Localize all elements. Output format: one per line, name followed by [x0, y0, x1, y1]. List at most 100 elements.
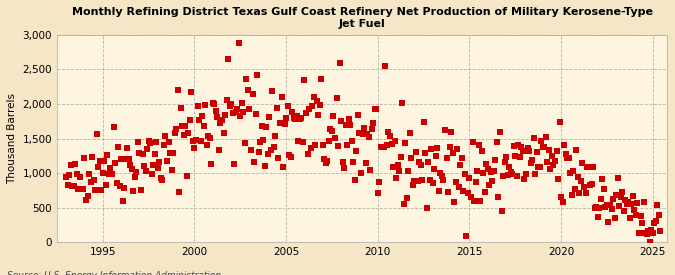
Point: [374, 180, 385, 184]
Point: [433, 189, 444, 193]
Point: [137, 152, 148, 156]
Point: [446, 130, 456, 134]
Point: [138, 164, 149, 168]
Point: [159, 143, 169, 147]
Point: [649, 221, 659, 226]
Point: [438, 178, 449, 182]
Point: [651, 219, 661, 224]
Point: [108, 125, 119, 129]
Point: [261, 124, 271, 129]
Point: [136, 188, 146, 192]
Point: [491, 140, 502, 145]
Point: [582, 165, 593, 169]
Point: [485, 170, 496, 174]
Point: [489, 169, 500, 173]
Point: [345, 123, 356, 128]
Point: [506, 170, 516, 174]
Point: [543, 147, 554, 152]
Point: [595, 197, 606, 201]
Point: [439, 127, 450, 132]
Point: [252, 73, 263, 77]
Point: [634, 231, 645, 235]
Point: [288, 115, 299, 120]
Point: [153, 165, 163, 170]
Point: [235, 114, 246, 119]
Point: [392, 163, 403, 167]
Point: [328, 114, 339, 118]
Point: [394, 169, 404, 173]
Point: [637, 221, 647, 225]
Point: [209, 101, 220, 106]
Point: [466, 195, 477, 199]
Point: [315, 103, 325, 107]
Point: [410, 150, 421, 154]
Point: [93, 165, 104, 169]
Point: [250, 112, 261, 116]
Point: [107, 172, 117, 177]
Point: [117, 199, 128, 203]
Point: [510, 154, 520, 158]
Point: [475, 199, 485, 203]
Point: [79, 156, 90, 160]
Point: [316, 77, 327, 81]
Point: [562, 156, 572, 160]
Point: [541, 135, 551, 140]
Point: [74, 175, 85, 179]
Point: [167, 151, 178, 155]
Point: [306, 103, 317, 108]
Point: [190, 138, 201, 142]
Point: [461, 233, 472, 238]
Point: [429, 166, 439, 171]
Point: [113, 145, 124, 149]
Point: [125, 163, 136, 167]
Point: [609, 216, 620, 221]
Point: [560, 152, 571, 156]
Point: [351, 149, 362, 153]
Point: [319, 157, 329, 162]
Point: [76, 187, 87, 191]
Point: [304, 107, 315, 111]
Point: [620, 198, 630, 202]
Point: [348, 160, 358, 164]
Point: [624, 215, 635, 220]
Point: [536, 139, 547, 144]
Point: [554, 120, 565, 124]
Point: [134, 151, 145, 156]
Point: [172, 88, 183, 92]
Point: [477, 148, 487, 153]
Point: [617, 190, 628, 194]
Point: [155, 176, 166, 181]
Point: [501, 155, 512, 160]
Point: [568, 169, 578, 174]
Point: [530, 172, 541, 176]
Point: [230, 109, 241, 114]
Point: [397, 101, 408, 106]
Point: [333, 144, 344, 148]
Point: [329, 136, 340, 140]
Y-axis label: Thousand Barrels: Thousand Barrels: [7, 93, 17, 184]
Point: [626, 202, 637, 206]
Point: [86, 155, 97, 159]
Point: [322, 159, 333, 163]
Point: [645, 240, 655, 244]
Point: [229, 162, 240, 166]
Point: [350, 178, 360, 183]
Point: [460, 172, 470, 177]
Point: [443, 190, 454, 194]
Point: [364, 168, 375, 172]
Point: [115, 156, 126, 161]
Point: [391, 176, 402, 180]
Point: [383, 130, 394, 134]
Point: [418, 120, 429, 124]
Point: [130, 174, 140, 179]
Point: [173, 189, 184, 194]
Point: [67, 184, 78, 189]
Point: [218, 131, 229, 135]
Point: [387, 165, 398, 169]
Point: [426, 146, 437, 151]
Point: [161, 158, 172, 163]
Point: [253, 150, 264, 154]
Point: [242, 88, 253, 92]
Point: [612, 175, 623, 180]
Point: [293, 139, 304, 143]
